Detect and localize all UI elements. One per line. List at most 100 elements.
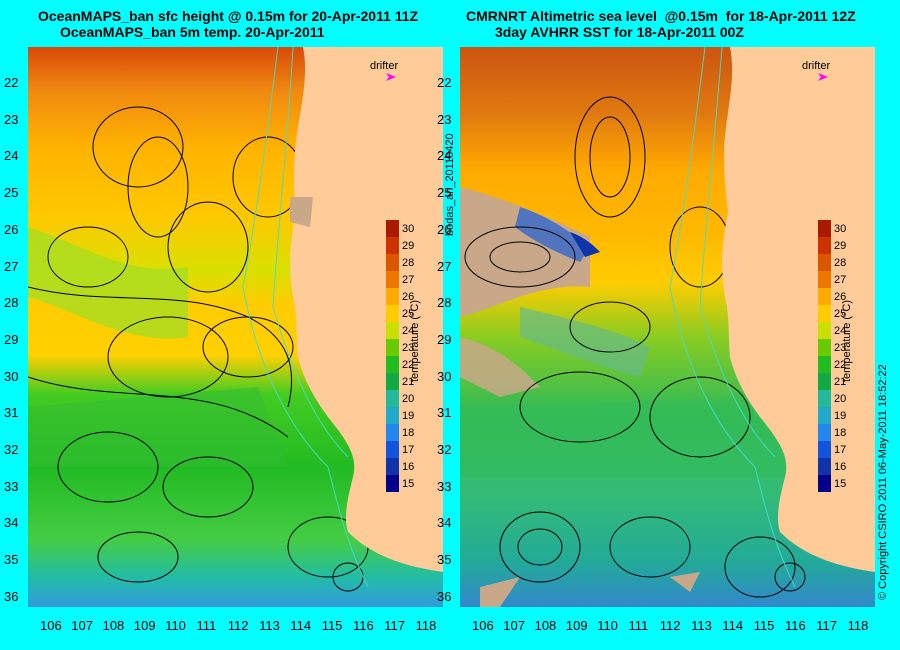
latitude-label: 30 [4,368,19,384]
right-colorbar-cell [818,220,831,237]
colorbar: 30 29 28 27 26 25 24 23 22 21 20 19 18 17 16 15 [386,220,414,492]
latitude-label: 28 [437,295,452,311]
latitude-label: 30 [437,368,452,384]
colorbar: 30 29 28 27 26 25 24 23 22 21 20 19 18 17 16 15 [818,220,846,492]
right-colorbar-tick: 15 [834,478,846,490]
latitude-label: 27 [437,258,452,274]
longitude-label: 112 [227,618,249,633]
longitude-label: 117 [384,618,406,633]
left-colorbar-cell [386,271,399,288]
left-colorbar-tick: 22 [402,359,414,371]
right-colorbar-tick: 21 [834,376,846,388]
drifter-marker [386,73,396,81]
right-colorbar-cell [818,458,831,475]
latitude-label: 28 [4,295,19,311]
latitude-label: 32 [437,442,452,457]
drifter-label: drifter [370,60,398,72]
longitude-label: 117 [816,618,838,633]
longitude-label: 106 [40,618,62,633]
left-colorbar-tick: 29 [402,240,414,252]
left-colorbar-cell [386,441,399,458]
right-colorbar-cell [818,254,831,271]
latitude-label: 27 [4,258,19,274]
right-colorbar-cell [818,271,831,288]
left-colorbar-cell [386,305,399,322]
right-colorbar-tick: 28 [834,257,846,269]
longitude-label: 108 [534,618,557,633]
right-colorbar-tick: 22 [834,359,846,371]
drifter-label: drifter [802,60,830,72]
left-colorbar-tick: 20 [402,393,414,405]
right-colorbar-tick: 16 [834,461,846,473]
longitude-label: 113 [259,618,280,633]
left-colorbar-cell [386,407,399,424]
longitude-label: 111 [628,618,649,633]
right-colorbar-cell [818,237,831,254]
right-colorbar-tick: 23 [834,342,846,354]
left-colorbar-cell [386,458,399,475]
bathymetry-contours [242,47,369,588]
right-colorbar-cell [818,339,831,356]
latitude-label: 23 [4,111,19,127]
right-colorbar-tick: 25 [834,308,846,320]
right-colorbar-tick: 19 [834,410,846,422]
right-colorbar-cell [818,373,831,390]
left-colorbar-tick: 24 [402,325,414,337]
sea-level-contours [464,96,806,598]
longitude-label: 118 [415,618,437,633]
left-colorbar-cell [386,424,399,441]
longitude-label: 114 [722,618,744,633]
latitude-label: 23 [437,111,452,127]
left-colorbar-cell [386,254,399,271]
left-colorbar-cell [386,475,399,492]
land-shelf [290,197,313,227]
right-colorbar-cell [818,356,831,373]
latitude-label: 33 [437,478,452,494]
land-mass [722,47,875,572]
longitude-label: 113 [691,618,712,633]
latitude-label: 29 [437,331,452,347]
latitude-label: 24 [4,148,19,164]
copyright-label: © Copyright CSIRO 2011 06-May-2011 18:52… [877,364,889,600]
height-contours [28,106,369,592]
left-colorbar-tick: 16 [402,461,414,473]
latitude-label: 32 [4,442,19,457]
left-colorbar-cell [386,220,399,237]
right-colorbar-tick: 26 [834,291,846,303]
left-colorbar-tick: 21 [402,376,414,388]
left-colorbar-tick: 15 [402,478,414,490]
left-colorbar-tick: 27 [402,274,414,286]
latitude-label: 31 [4,405,19,421]
right-colorbar-cell [818,475,831,492]
longitude-label: 110 [597,618,618,633]
right-colorbar-tick: 29 [834,240,846,252]
longitude-label: 109 [133,618,156,633]
right-title-line2: 3day AVHRR SST for 18-Apr-2011 00Z [495,24,744,40]
longitude-label: 116 [353,618,374,633]
latitude-label: 25 [4,185,19,201]
right-colorbar-tick: 30 [834,223,846,235]
left-colorbar-tick: 19 [402,410,414,422]
latitude-label: 36 [4,588,19,604]
latitude-label: 22 [4,75,19,90]
right-colorbar-cell [818,305,831,322]
latitude-label: 35 [437,552,452,568]
right-colorbar-tick: 18 [834,427,846,439]
right-colorbar-tick: 17 [834,444,846,456]
latitude-label: 35 [4,552,19,568]
latitude-label: 24 [437,148,452,164]
left-colorbar-cell [386,390,399,407]
latitude-label: 34 [4,515,19,531]
longitude-label: 112 [659,618,681,633]
longitude-label: 111 [196,618,217,633]
longitude-label: 106 [472,618,494,633]
latitude-label: 22 [437,75,452,90]
longitude-label: 110 [165,618,186,633]
left-colorbar-cell [386,288,399,305]
right-colorbar-cell [818,441,831,458]
left-colorbar-cell [386,356,399,373]
right-colorbar-cell [818,390,831,407]
left-title-line2: OceanMAPS_ban 5m temp. 20-Apr-2011 [60,24,325,40]
right-colorbar-label: temperature (°C) [841,299,853,382]
